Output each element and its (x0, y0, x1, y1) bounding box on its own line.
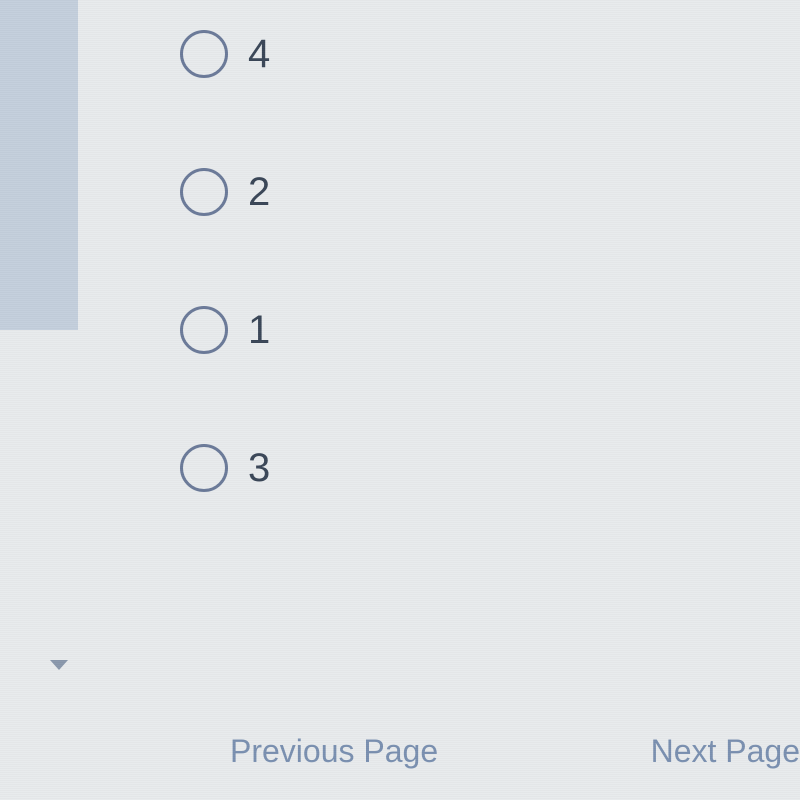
radio-circle-icon[interactable] (180, 168, 228, 216)
next-page-link[interactable]: Next Page (651, 733, 800, 770)
pagination-bar: Previous Page Next Page (0, 733, 800, 770)
radio-option-group: 4 2 1 3 (180, 30, 270, 582)
radio-circle-icon[interactable] (180, 30, 228, 78)
previous-page-link[interactable]: Previous Page (230, 733, 438, 770)
sidebar-highlight-strip (0, 0, 78, 330)
chevron-down-icon[interactable] (50, 660, 68, 670)
radio-option-row[interactable]: 2 (180, 168, 270, 216)
radio-option-row[interactable]: 4 (180, 30, 270, 78)
radio-option-label: 1 (248, 308, 270, 353)
radio-option-label: 3 (248, 446, 270, 491)
radio-circle-icon[interactable] (180, 444, 228, 492)
radio-circle-icon[interactable] (180, 306, 228, 354)
radio-option-label: 4 (248, 32, 270, 77)
radio-option-row[interactable]: 3 (180, 444, 270, 492)
radio-option-row[interactable]: 1 (180, 306, 270, 354)
radio-option-label: 2 (248, 170, 270, 215)
